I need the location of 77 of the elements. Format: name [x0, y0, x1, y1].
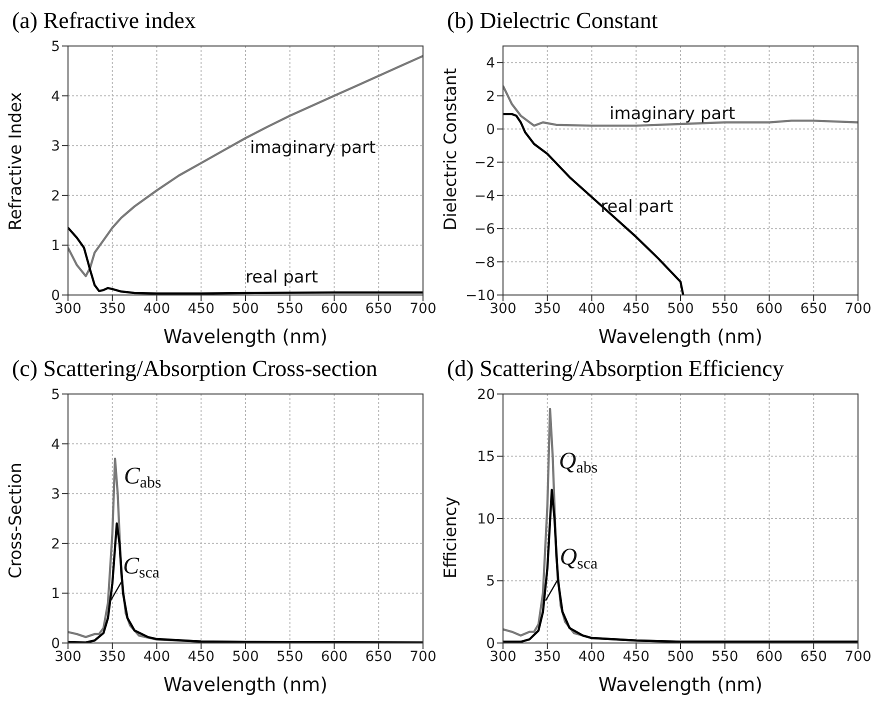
y-tick-label: 5: [486, 574, 495, 590]
series-label: C$_{sca}$: [123, 553, 160, 582]
y-tick-label: −2: [474, 155, 495, 172]
y-tick-label: 4: [51, 436, 60, 453]
y-tick-label: −4: [474, 188, 496, 204]
x-tick-label: 450: [188, 648, 214, 665]
y-tick-label: 3: [51, 486, 60, 503]
y-tick-label: 5: [51, 386, 60, 403]
series-label: C$_{abs}$: [124, 464, 162, 492]
x-axis-title: Wavelength (nm): [598, 674, 763, 696]
x-axis-title: Wavelength (nm): [598, 326, 763, 348]
x-tick-label: 700: [410, 300, 436, 317]
line-series: [68, 226, 423, 295]
y-tick-label: 0: [486, 122, 495, 138]
y-tick-label: 4: [51, 88, 60, 105]
x-tick-label: 450: [188, 300, 214, 317]
y-tick-label: 5: [51, 38, 60, 55]
series-label: real part: [600, 197, 674, 217]
x-tick-label: 350: [534, 648, 561, 665]
x-tick-label: 350: [534, 300, 561, 317]
x-tick-label: 700: [844, 648, 872, 665]
x-tick-label: 600: [320, 300, 348, 317]
y-tick-label: 2: [486, 88, 495, 105]
x-tick-label: 650: [365, 300, 392, 317]
chart-title: (b) Dielectric Constant: [446, 8, 659, 35]
x-tick-label: 450: [622, 300, 650, 317]
y-tick-label: 2: [51, 536, 60, 552]
chart-title: (c) Scattering/Absorption Cross-section: [11, 356, 378, 383]
x-tick-label: 550: [712, 648, 738, 665]
y-tick-label: 1: [51, 238, 60, 254]
y-tick-label: −8: [474, 254, 495, 271]
line-series: [68, 522, 423, 643]
y-tick-label: −6: [474, 222, 496, 238]
x-tick-label: 500: [667, 648, 694, 665]
x-tick-label: 400: [578, 648, 606, 665]
x-tick-label: 600: [756, 300, 783, 317]
line-series: [503, 84, 858, 127]
x-tick-label: 400: [578, 300, 606, 317]
y-axis-title: Cross-Section: [6, 462, 26, 578]
x-tick-label: 500: [667, 300, 694, 317]
y-tick-label: 15: [477, 449, 495, 466]
x-axis-title: Wavelength (nm): [163, 674, 328, 696]
x-tick-label: 500: [232, 648, 259, 665]
x-axis-title: Wavelength (nm): [163, 326, 328, 348]
line-series: [503, 488, 858, 643]
y-axis-title: Efficiency: [441, 496, 462, 578]
series-label: real part: [246, 268, 318, 288]
chart-title: (a) Refractive index: [11, 8, 197, 35]
x-tick-label: 700: [844, 300, 872, 317]
x-tick-label: 550: [276, 648, 304, 665]
x-tick-label: 550: [276, 300, 304, 317]
y-axis-title: Refractive Index: [6, 92, 26, 230]
y-tick-label: 3: [51, 138, 60, 155]
y-tick-label: 4: [486, 56, 496, 72]
y-tick-label: 1: [51, 586, 60, 602]
x-tick-label: 600: [320, 648, 348, 665]
x-tick-label: 400: [143, 300, 170, 317]
x-tick-label: 550: [712, 300, 738, 317]
series-label: Q$_{sca}$: [560, 544, 598, 573]
series-label: imaginary part: [250, 138, 376, 158]
x-tick-label: 650: [365, 648, 392, 665]
chart-title: (d) Scattering/Absorption Efficiency: [446, 356, 785, 383]
x-tick-label: 650: [800, 648, 827, 665]
y-tick-label: 2: [51, 188, 60, 204]
y-axis-title: Dielectric Constant: [441, 68, 462, 230]
x-tick-label: 350: [99, 300, 126, 317]
series-label: Q$_{abs}$: [558, 448, 598, 477]
x-tick-label: 450: [622, 648, 650, 665]
x-tick-label: 350: [99, 648, 126, 665]
x-tick-label: 700: [410, 648, 436, 665]
y-tick-label: 20: [477, 386, 495, 403]
x-tick-label: 600: [756, 648, 783, 665]
series-label: imaginary part: [610, 104, 736, 124]
y-tick-label: 10: [477, 511, 495, 528]
x-tick-label: 650: [800, 300, 827, 317]
x-tick-label: 500: [232, 300, 259, 317]
x-tick-label: 400: [143, 648, 170, 665]
